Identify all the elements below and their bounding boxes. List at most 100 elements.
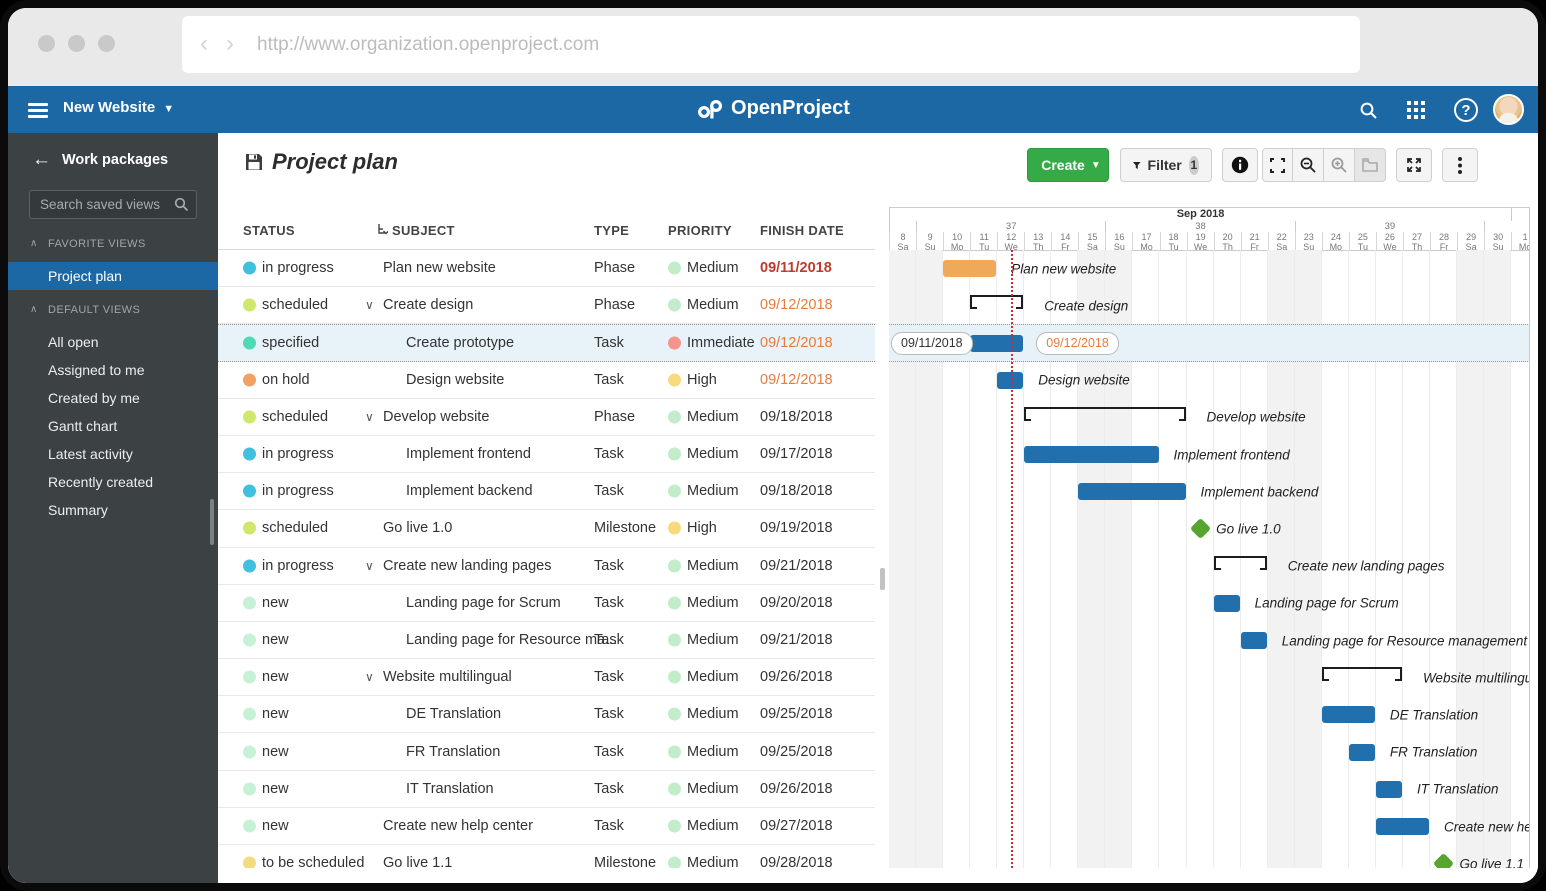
gantt-milestone-diamond[interactable]: [1189, 518, 1211, 540]
table-row[interactable]: new DE Translation Task Medium 09/25/2018: [218, 696, 875, 734]
table-row[interactable]: to be scheduled Go live 1.1 Milestone Mediu…: [218, 845, 875, 868]
gantt-day-header[interactable]: 8 Sa: [889, 232, 916, 251]
user-avatar[interactable]: [1493, 94, 1524, 125]
column-header-status[interactable]: STATUS: [243, 223, 295, 238]
search-input[interactable]: [38, 194, 168, 215]
column-header-priority[interactable]: PRIORITY: [668, 223, 732, 238]
gantt-bar[interactable]: [970, 335, 1024, 353]
sidebar-item-project-plan[interactable]: Project plan: [8, 262, 218, 290]
table-row[interactable]: new Create new help center Task Medium 09/27…: [218, 808, 875, 845]
table-row[interactable]: in progress ∨ Create new landing pages Task…: [218, 548, 875, 585]
subject-label[interactable]: Landing page for Scrum: [406, 594, 561, 611]
table-row[interactable]: new Landing page for Resource ma... Task Me…: [218, 622, 875, 660]
column-header-type[interactable]: TYPE: [594, 223, 630, 238]
column-header-finish-date[interactable]: FINISH DATE: [760, 223, 844, 238]
subject-label[interactable]: Develop website: [383, 408, 490, 425]
gantt-day-header[interactable]: 11 Tu: [970, 232, 997, 251]
modules-grid-icon[interactable]: [1402, 96, 1430, 124]
sidebar-item-gantt-chart[interactable]: Gantt chart: [48, 418, 118, 434]
subject-label[interactable]: Website multilingual: [383, 669, 512, 686]
window-close-dot[interactable]: [38, 35, 55, 52]
gantt-day-header[interactable]: 16 Su: [1105, 232, 1132, 251]
expand-chevron-icon[interactable]: ∨: [365, 409, 374, 424]
gantt-day-header[interactable]: 10 Mo: [943, 232, 970, 251]
subject-label[interactable]: Create prototype: [406, 334, 515, 351]
saved-views-search[interactable]: [29, 190, 197, 219]
gantt-bar[interactable]: [1375, 780, 1402, 798]
url-bar[interactable]: ‹ › http://www.organization.openproject.…: [182, 16, 1360, 73]
subject-label[interactable]: Landing page for Resource ma...: [406, 631, 618, 648]
back-arrow-icon[interactable]: ←: [32, 149, 51, 170]
sidebar-item-all-open[interactable]: All open: [48, 334, 99, 350]
gantt-bar[interactable]: [1213, 594, 1240, 612]
table-row[interactable]: new IT Translation Task Medium 09/26/2018: [218, 771, 875, 808]
sidebar-item-recently-created[interactable]: Recently created: [48, 474, 154, 490]
gantt-bar[interactable]: [1024, 446, 1159, 463]
gantt-bar[interactable]: [1078, 483, 1186, 501]
start-date-pill[interactable]: 09/11/2018: [891, 332, 973, 356]
table-row[interactable]: new ∨ Website multilingual Task Medium 09/26/…: [218, 659, 875, 697]
project-switcher[interactable]: New Website ▼: [63, 99, 174, 116]
subject-label[interactable]: IT Translation: [406, 780, 494, 797]
gantt-day-header[interactable]: 13 Th: [1024, 232, 1051, 251]
gantt-bar[interactable]: [1321, 706, 1375, 724]
gantt-day-header[interactable]: 14 Fr: [1051, 232, 1078, 251]
gantt-bar[interactable]: [943, 260, 997, 277]
sidebar-section-header[interactable]: ∧ FAVORITE VIEWS: [30, 238, 146, 250]
subject-label[interactable]: Create new landing pages: [383, 557, 552, 574]
expand-chevron-icon[interactable]: ∨: [365, 298, 374, 313]
gantt-day-header[interactable]: 20 Th: [1213, 232, 1241, 251]
table-row[interactable]: in progress Plan new website Phase Medium 09…: [218, 250, 875, 288]
sidebar-item-latest-activity[interactable]: Latest activity: [48, 446, 133, 462]
forward-icon[interactable]: ›: [226, 30, 234, 57]
create-button[interactable]: Create ▼: [1027, 148, 1109, 182]
gantt-day-header[interactable]: 21 Fr: [1240, 232, 1268, 251]
hamburger-menu-icon[interactable]: [28, 100, 48, 118]
back-icon[interactable]: ‹: [200, 30, 208, 57]
subject-label[interactable]: Implement backend: [406, 483, 533, 500]
gantt-milestone-diamond[interactable]: [1432, 853, 1455, 868]
help-icon[interactable]: ?: [1452, 96, 1480, 124]
expand-chevron-icon[interactable]: ∨: [365, 558, 374, 573]
gantt-day-header[interactable]: 28 Fr: [1430, 232, 1457, 251]
gantt-day-header[interactable]: 24 Mo: [1321, 232, 1349, 251]
window-minimize-dot[interactable]: [68, 35, 85, 52]
gantt-day-header[interactable]: 1 Mo: [1511, 232, 1538, 251]
gantt-day-header[interactable]: 27 Th: [1402, 232, 1430, 251]
fullscreen-button[interactable]: [1396, 148, 1432, 182]
gantt-day-header[interactable]: 29 Sa: [1457, 232, 1484, 251]
gantt-bar[interactable]: [1348, 743, 1375, 761]
subject-label[interactable]: Implement frontend: [406, 446, 531, 463]
subject-label[interactable]: Go live 1.1: [383, 855, 453, 868]
timeline-settings-button[interactable]: [1355, 148, 1386, 182]
zoom-autofit-button[interactable]: [1262, 148, 1293, 182]
gantt-day-header[interactable]: 18 Tu: [1159, 232, 1187, 251]
gantt-phase-bracket[interactable]: [1213, 555, 1267, 570]
gantt-day-header[interactable]: 23 Su: [1294, 232, 1322, 251]
more-options-button[interactable]: [1442, 148, 1478, 182]
sidebar-item-created-by-me[interactable]: Created by me: [48, 390, 140, 406]
subject-label[interactable]: Create design: [383, 297, 474, 314]
table-row[interactable]: on hold Design website Task High 09/12/2018: [218, 362, 875, 399]
table-row[interactable]: in progress Implement frontend Task Medium 0…: [218, 436, 875, 474]
gantt-bar[interactable]: [1240, 632, 1267, 649]
sidebar-scrollbar[interactable]: [210, 499, 214, 545]
gantt-phase-bracket[interactable]: [1321, 667, 1403, 682]
gantt-bar[interactable]: [997, 371, 1024, 389]
gantt-day-header[interactable]: 15 Sa: [1078, 232, 1105, 251]
table-row[interactable]: new FR Translation Task Medium 09/25/2018: [218, 733, 875, 771]
subject-label[interactable]: Go live 1.0: [383, 520, 453, 537]
zoom-in-button[interactable]: [1324, 148, 1355, 182]
table-row[interactable]: specified Create prototype Task Immediate 09…: [218, 324, 875, 362]
gantt-day-header[interactable]: 22 Sa: [1267, 232, 1295, 251]
sidebar-item-summary[interactable]: Summary: [48, 502, 108, 518]
subject-label[interactable]: Create new help center: [383, 817, 533, 834]
table-row[interactable]: in progress Implement backend Task Medium 09…: [218, 473, 875, 511]
filter-button[interactable]: Filter 1: [1120, 148, 1212, 182]
gantt-day-header[interactable]: 30 Su: [1484, 232, 1511, 251]
table-row[interactable]: scheduled ∨ Create design Phase Medium 09/12/…: [218, 287, 875, 325]
info-button[interactable]: [1222, 148, 1258, 182]
gantt-vertical-scrollbar[interactable]: [1529, 207, 1538, 868]
table-row[interactable]: scheduled Go live 1.0 Milestone High 09/19/2…: [218, 510, 875, 548]
gantt-day-header[interactable]: 19 We: [1186, 232, 1214, 251]
